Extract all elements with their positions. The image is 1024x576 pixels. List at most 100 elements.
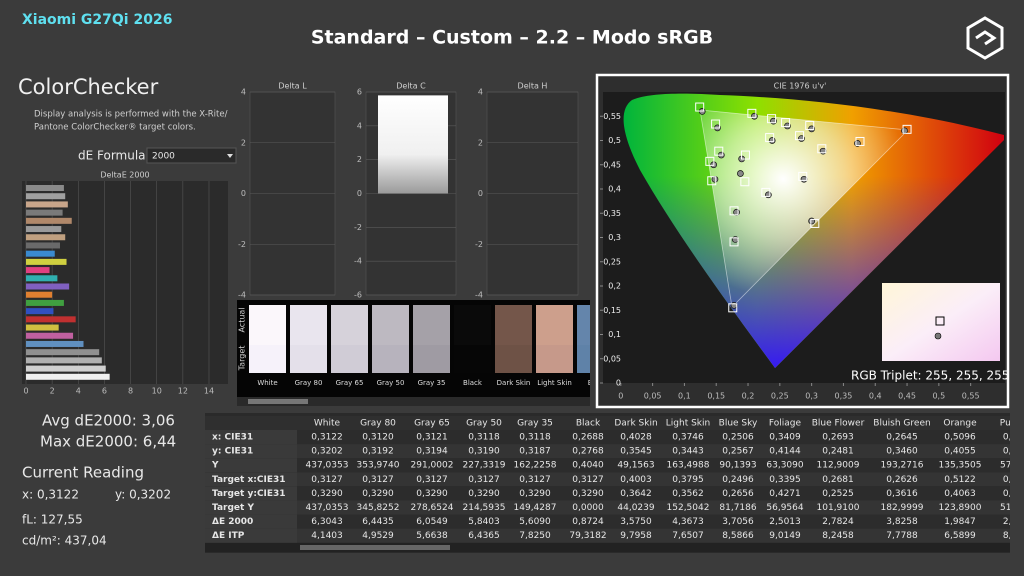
max-de: Max dE2000: 6,44 [40,433,176,451]
target-point [747,108,757,118]
cell: 44,0239 [617,503,654,513]
current-reading: Current Reading [22,464,144,482]
cell: 0,3127 [416,475,448,485]
cell: 0,3127 [572,475,604,485]
measured-point [808,125,815,133]
target-point [817,144,827,154]
cell: 112,9009 [817,461,860,471]
reading-fl: fL: 127,55 [22,513,83,527]
cell: 3,5750 [620,517,652,527]
bar [26,357,102,364]
dropdown-value[interactable]: 2000 [152,152,175,162]
cell: 123,8900 [939,503,982,513]
scroll-thumb[interactable] [300,545,450,550]
column-header: Gray 65 [414,419,450,429]
cell: 193,2716 [881,461,924,471]
cell: 0,3127 [311,475,343,485]
x-tick-label: 0,55 [962,392,980,401]
column-header: Gray 80 [360,419,396,429]
cell: 291,0002 [411,461,454,471]
bar [26,185,64,192]
formula-dropdown[interactable]: 2000 [146,147,237,164]
cell: 5,6090 [519,517,551,527]
measured-point [800,175,808,183]
srgb-triangle [699,109,909,308]
y-tick-label: 0,35 [603,209,621,218]
cell: 0,2656 [722,489,754,499]
cell: 0,2525 [822,489,854,499]
x-tick-label: 0,15 [707,392,725,401]
swatch-actual [577,305,590,345]
row-label-bg [205,514,297,529]
swatch-label: Black [463,379,483,387]
row-label-bg [205,528,297,543]
target-point [855,136,865,146]
bar [26,324,59,331]
row-label: ΔE 2000 [212,517,253,527]
cell: 0,3409 [769,433,801,443]
swatch-actual [372,305,409,345]
target-point [798,171,808,181]
y-tick-label: 0 [241,189,246,198]
x-tick-label: 0,2 [742,392,755,401]
bar [26,283,70,290]
x-tick-label: 10 [152,387,162,396]
target-label: Target [238,346,247,372]
target-point [740,177,750,187]
row-label-bg [205,430,297,444]
bar [26,250,55,257]
dropdown-arrow[interactable] [227,154,233,158]
bar [26,234,66,241]
column-header: Orange [943,419,977,429]
delta-title: Delta L [278,82,307,91]
delta-title: Delta H [518,82,548,91]
cell: 3,7056 [722,517,754,527]
x-tick-label: 0 [618,392,623,401]
scroll-track[interactable] [205,543,1010,552]
target-point [728,303,738,313]
scroll-track[interactable] [237,397,590,406]
y-tick-label: 0,25 [603,257,621,266]
row-label-bg [205,500,297,515]
cell: 57,6 [1000,461,1020,471]
cell: 79,3182 [569,531,606,541]
y-tick-label: 4 [478,88,483,97]
avg-de: Avg dE2000: 3,06 [42,412,175,430]
cell: 0,3192 [362,447,394,457]
y-tick-label: -2 [238,240,246,249]
swatch-actual [331,305,368,345]
x-tick-label: 4 [76,387,81,396]
scroll-thumb[interactable] [248,399,308,404]
x-tick-label: 8 [128,387,133,396]
row-label: Target y:CIE31 [212,489,286,499]
target-point [729,237,739,247]
cell: 6,3043 [311,517,343,527]
x-tick-label: 0 [23,387,28,396]
target-point [711,119,721,129]
column-header: Light Skin [666,419,710,429]
measured-point [737,170,744,177]
cell: 7,8250 [519,531,551,541]
table-scrollbar[interactable] [205,543,1010,552]
bar [26,275,58,282]
dropdown-box[interactable] [146,147,237,164]
cell: 5,8403 [468,517,500,527]
bar [26,316,76,323]
cell: 90,1393 [719,461,756,471]
swatch-target [331,345,368,373]
row-label-bg [205,486,297,501]
row-label: Target x:CIE31 [212,475,286,485]
cell: 0,3290 [572,489,604,499]
cell: 0,2481 [822,447,854,457]
cell: 0,2693 [822,433,854,443]
y-tick-label: 4 [357,121,362,130]
swatch-scrollbar[interactable] [237,397,590,406]
deltae-title: DeltaE 2000 [100,171,149,180]
y-tick-label: 0,3 [608,233,621,242]
cell: 6,0549 [416,517,448,527]
target-point [707,176,717,186]
cell: 437,0353 [306,503,349,513]
y-tick-label: 0,4 [608,185,621,194]
cell: 0,3202 [311,447,343,457]
bar [26,349,100,356]
